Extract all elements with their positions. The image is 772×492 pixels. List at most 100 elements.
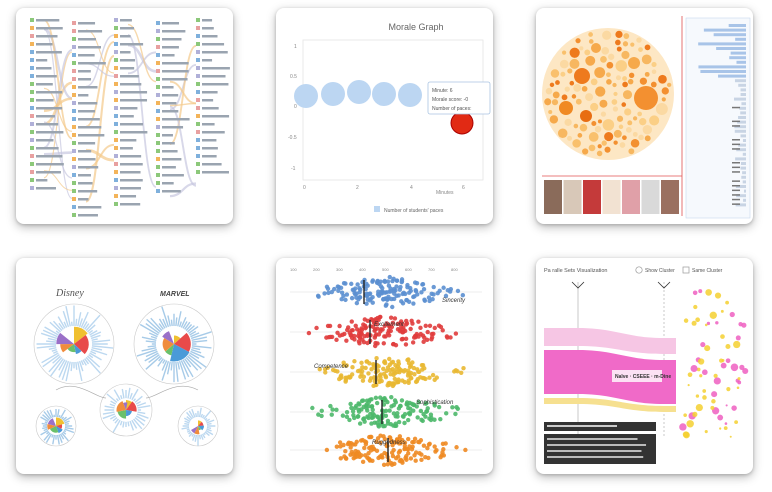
gallery-card-circle-pack[interactable] — [536, 8, 753, 224]
beeswarm-dot — [343, 449, 348, 454]
flow-link — [127, 23, 157, 83]
list-item-marker — [30, 82, 34, 86]
show-cluster-radio[interactable] — [635, 266, 643, 274]
beeswarm-dot — [416, 319, 421, 324]
bubble[interactable] — [347, 80, 371, 104]
list-item-marker — [72, 109, 76, 113]
pack-circle — [602, 119, 615, 131]
pack-circle — [560, 71, 566, 77]
radial-spoke — [161, 306, 170, 328]
pack-circle — [545, 87, 553, 95]
scatter-dot — [705, 289, 712, 296]
x-tick: 4 — [410, 185, 413, 191]
radial-spoke — [184, 420, 190, 424]
same-cluster-label: Same Cluster — [692, 268, 723, 274]
list-item-marker — [114, 34, 118, 38]
beeswarm-dot — [361, 374, 367, 379]
radial-spoke — [75, 361, 78, 370]
pack-circle — [549, 82, 555, 88]
list-item-marker — [30, 90, 34, 94]
gallery-card-parallel-sets[interactable]: Pa ralle Sets Visualization Show Cluster… — [536, 258, 753, 474]
list-item-text — [202, 35, 218, 38]
list-item-text — [120, 155, 142, 158]
axis-tick: 500 — [382, 267, 389, 272]
radial-spoke — [59, 409, 66, 419]
bubble[interactable] — [398, 83, 422, 107]
radial-spoke — [150, 335, 158, 340]
same-cluster-checkbox[interactable] — [682, 266, 690, 274]
pack-circle — [606, 72, 611, 78]
beeswarm-dot — [359, 398, 365, 404]
pack-circle — [616, 46, 622, 52]
list-item-text — [120, 59, 136, 62]
list-item-marker — [156, 77, 160, 81]
beeswarm-dot — [356, 401, 361, 406]
beeswarm-dot — [391, 276, 396, 281]
pack-circle — [601, 140, 607, 146]
radial-spoke — [58, 359, 66, 371]
beeswarm-dot — [395, 327, 401, 332]
gallery-card-disney-radial[interactable]: Disney MARVEL — [16, 258, 233, 474]
gallery-card-flow-lists[interactable] — [16, 8, 233, 224]
beeswarm-dot — [328, 334, 333, 340]
radial-spoke — [127, 387, 131, 399]
pie-slice — [49, 426, 59, 433]
scatter-dot — [704, 323, 708, 327]
beeswarm-dot — [463, 447, 468, 453]
list-item-text — [36, 147, 59, 150]
pack-circle — [597, 119, 602, 124]
bubble[interactable] — [294, 84, 318, 108]
list-item-marker — [196, 106, 200, 110]
pack-circle — [579, 46, 584, 51]
list-item-text — [202, 99, 214, 102]
beeswarm-dot — [343, 297, 348, 303]
radial-spoke — [106, 393, 118, 404]
bubble[interactable] — [372, 82, 396, 106]
radial-spoke — [80, 311, 89, 328]
beeswarm-dot — [397, 403, 403, 409]
beeswarm-dot — [319, 408, 324, 414]
radial-spoke — [113, 389, 121, 401]
radial-spoke — [91, 345, 114, 349]
pack-circle — [572, 139, 581, 148]
pie-slice — [126, 410, 132, 417]
radial-spoke — [62, 310, 70, 328]
bubble-highlighted[interactable] — [450, 111, 474, 135]
pie-slice — [47, 423, 56, 430]
gallery-card-beeswarm[interactable]: 100 200 300 400 500 600 700 800 Sincerit… — [276, 258, 493, 474]
beeswarm-dot — [356, 451, 362, 456]
beeswarm-dot — [376, 332, 382, 337]
list-item-text — [78, 206, 102, 209]
list-item-text — [120, 163, 143, 166]
radial-spoke — [58, 360, 68, 378]
beeswarm-dot — [454, 404, 459, 410]
beeswarm-dot — [391, 402, 397, 408]
pack-circle — [655, 103, 668, 115]
radial-spoke — [65, 305, 71, 327]
radial-spoke — [51, 434, 54, 438]
radial-spoke — [150, 317, 163, 332]
radial-spoke — [114, 418, 120, 424]
list-item-text — [78, 86, 98, 89]
pack-circle — [597, 144, 602, 149]
radial-spoke — [77, 312, 82, 327]
beeswarm-dot — [377, 379, 382, 385]
beeswarm-dot — [392, 376, 398, 382]
beeswarm-dot — [410, 439, 415, 445]
gallery-card-morale-graph[interactable]: Morale Graph 1 0.5 0 -0.5 -1 0 2 4 6 Min… — [276, 8, 493, 224]
radial-spoke — [91, 338, 98, 341]
bubble[interactable] — [321, 82, 345, 106]
scatter-dot — [683, 413, 687, 417]
pie-slice — [123, 402, 128, 410]
list-item-text — [162, 158, 182, 161]
list-item-text — [162, 78, 188, 81]
beeswarm-dot — [367, 298, 373, 303]
beeswarm-dot — [374, 439, 379, 444]
radial-spoke — [180, 317, 187, 328]
radial-spoke — [110, 415, 117, 420]
list-item-marker — [72, 101, 76, 105]
list-item-text — [120, 195, 137, 198]
beeswarm-dot — [425, 406, 430, 411]
pack-circle — [623, 33, 630, 39]
connector — [55, 385, 107, 399]
